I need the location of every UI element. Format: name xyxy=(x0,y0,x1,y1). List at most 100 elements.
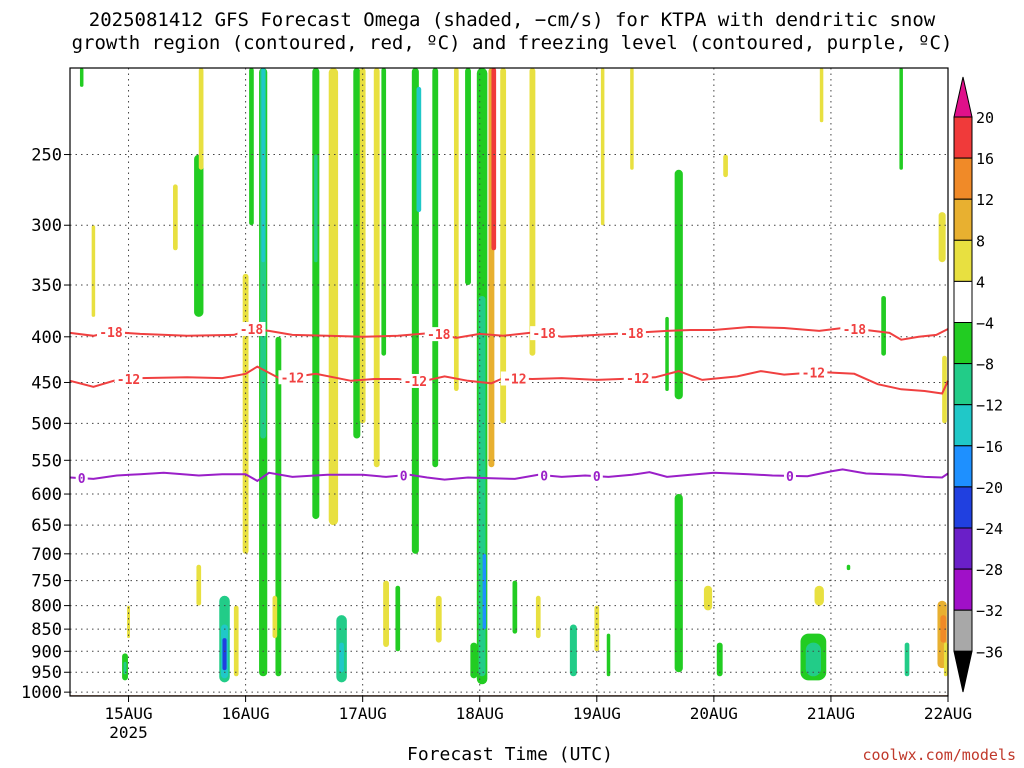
y-tick-label-1000: 1000 xyxy=(21,683,62,703)
credit-link[interactable]: coolwx.com/models xyxy=(862,746,1016,764)
contour-label-2-3: 0 xyxy=(593,470,601,485)
omega-cell-48 xyxy=(594,605,600,652)
omega-cell-27 xyxy=(373,68,380,468)
omega-cell-3 xyxy=(79,68,84,87)
colorbar-segment-4 xyxy=(953,280,973,323)
contour-label-bg-1-5 xyxy=(799,365,828,380)
omega-cell-47 xyxy=(569,624,577,677)
contour-label-0-3: -18 xyxy=(532,327,556,342)
contour-label-2-4: 0 xyxy=(786,470,794,485)
omega-cell-8 xyxy=(198,68,204,170)
colorbar-segment-11 xyxy=(953,568,973,611)
colorbar-segment-7 xyxy=(953,404,973,447)
omega-cell-1 xyxy=(123,661,127,675)
contour-label-1-5: -12 xyxy=(802,366,825,381)
contour-label-0-5: -18 xyxy=(843,323,867,338)
grid-layer xyxy=(70,68,949,696)
omega-cell-52 xyxy=(665,316,669,392)
omega-time-height-chart: -18 -18 -18 -18 -18 -18 -12 -12 -12 -12 -12 -12 0 0 0 0… xyxy=(21,67,1003,742)
omega-cell-50 xyxy=(606,633,611,677)
contour-label-bg-2-3 xyxy=(590,469,603,484)
omega-cell-61 xyxy=(819,68,824,123)
omega-cell-68 xyxy=(940,615,947,643)
colorbar: 20 16 12 8 4 −4 −8 −12 −16 −20 −24 −28 −32 −36 xyxy=(953,76,1003,693)
chart-title-line-2: growth region (contoured, red, ºC) and f… xyxy=(71,32,953,54)
omega-cell-14 xyxy=(249,68,254,226)
colorbar-label-13: −36 xyxy=(976,643,1003,661)
colorbar-label-9: −20 xyxy=(976,479,1003,497)
contour-label-bg-1-0 xyxy=(114,372,143,387)
y-tick-label-450: 450 xyxy=(31,373,62,393)
omega-cell-26 xyxy=(359,68,366,424)
omega-cell-37 xyxy=(470,642,478,679)
colorbar-label-11: −28 xyxy=(976,561,1003,579)
contour-layer: -18 -18 -18 -18 -18 -18 -12 -12 -12 -12 -12 -12 0 0 0 0… xyxy=(69,321,949,487)
omega-cell-17 xyxy=(261,68,265,263)
omega-cell-66 xyxy=(938,212,946,263)
y-tick-label-700: 700 xyxy=(31,545,62,565)
omega-cell-49 xyxy=(600,68,605,226)
omega-cell-29 xyxy=(383,580,390,647)
y-tick-label-900: 900 xyxy=(31,642,62,662)
colorbar-segment-3 xyxy=(953,239,973,282)
omega-cell-30 xyxy=(395,585,401,652)
chart-title-line-1: 2025081412 GFS Forecast Omega (shaded, −… xyxy=(88,9,936,31)
y-tick-label-750: 750 xyxy=(31,572,62,592)
omega-cell-60 xyxy=(814,585,824,606)
omega-cell-25 xyxy=(353,68,361,439)
y-tick-label-400: 400 xyxy=(31,328,62,348)
omega-cell-54 xyxy=(674,494,683,673)
contour-line-2 xyxy=(69,468,949,483)
contour-label-bg-1-4 xyxy=(623,371,652,386)
contour-label-bg-1-3 xyxy=(500,371,529,386)
contour-label-bg-2-2 xyxy=(538,468,551,483)
omega-cell-70 xyxy=(943,642,948,677)
y-tick-label-800: 800 xyxy=(31,597,62,617)
omega-cell-45 xyxy=(529,68,536,356)
x-tick-sublabel-15: 2025 xyxy=(109,723,148,742)
omega-cell-11 xyxy=(222,638,227,671)
contour-label-0-0: -18 xyxy=(99,326,123,341)
omega-cell-4 xyxy=(91,225,96,317)
omega-cell-56 xyxy=(716,642,723,677)
colorbar-label-7: −12 xyxy=(976,397,1003,415)
contour-label-0-4: -18 xyxy=(620,327,644,342)
omega-cell-44 xyxy=(512,580,518,634)
y-tick-label-500: 500 xyxy=(31,414,62,434)
contour-label-bg-0-5 xyxy=(840,321,869,336)
contour-label-1-0: -12 xyxy=(117,373,140,388)
x-tick-label-17: 17AUG xyxy=(339,704,387,723)
y-axis: 2503003504004505005506006507007508008509… xyxy=(21,146,70,703)
y-tick-label-850: 850 xyxy=(31,620,62,640)
contour-label-bg-2-1 xyxy=(397,468,410,483)
colorbar-top-arrow xyxy=(953,76,973,118)
contour-label-bg-1-2 xyxy=(401,373,430,388)
contour-label-0-1: -18 xyxy=(240,323,264,338)
x-tick-label-22: 22AUG xyxy=(924,704,972,723)
omega-cell-64 xyxy=(899,68,903,170)
omega-cell-18 xyxy=(275,336,282,677)
colorbar-label-8: −16 xyxy=(976,438,1003,456)
colorbar-label-0: 20 xyxy=(976,109,994,127)
y-tick-label-650: 650 xyxy=(31,516,62,536)
omega-cell-55 xyxy=(703,585,713,611)
contour-label-bg-0-1 xyxy=(237,321,266,336)
omega-cell-19 xyxy=(272,595,278,639)
colorbar-label-5: −4 xyxy=(976,315,994,333)
colorbar-label-4: 4 xyxy=(976,273,985,291)
omega-cell-13 xyxy=(242,273,249,554)
colorbar-segment-8 xyxy=(953,445,973,488)
omega-cell-33 xyxy=(432,68,439,468)
contour-label-0-2: -18 xyxy=(427,328,451,343)
omega-cell-57 xyxy=(723,154,728,178)
contour-label-bg-0-4 xyxy=(617,325,646,340)
contour-label-1-2: -12 xyxy=(404,375,427,390)
omega-cell-21 xyxy=(314,154,318,263)
omega-cell-36 xyxy=(465,68,471,286)
omega-cell-46 xyxy=(535,595,541,639)
omega-cell-42 xyxy=(491,68,497,251)
contour-label-1-4: -12 xyxy=(626,372,649,387)
colorbar-label-2: 12 xyxy=(976,191,994,209)
contour-label-bg-2-4 xyxy=(783,468,796,483)
